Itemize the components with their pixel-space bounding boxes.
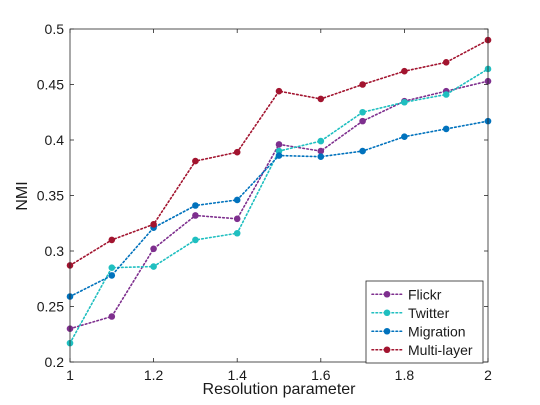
series-1 xyxy=(66,65,492,347)
data-point-2-7 xyxy=(359,147,366,155)
data-point-2-4 xyxy=(233,196,241,204)
data-point-3-1 xyxy=(108,236,116,244)
data-point-0-7 xyxy=(359,117,366,125)
data-point-1-2 xyxy=(150,263,157,270)
data-point-2-5 xyxy=(275,152,283,159)
data-point-1-4 xyxy=(233,229,241,237)
x-axis-label: Resolution parameter xyxy=(203,381,357,398)
legend-label-2: Migration xyxy=(408,323,466,339)
x-tick-label-0: 1 xyxy=(66,367,74,383)
legend-marker-1 xyxy=(383,309,391,317)
data-point-1-7 xyxy=(359,108,366,116)
data-point-3-3 xyxy=(192,157,199,165)
data-point-0-1 xyxy=(108,313,116,320)
x-tick-label-2: 1.4 xyxy=(227,367,247,383)
data-point-1-3 xyxy=(192,236,199,244)
x-tick-label-1: 1.2 xyxy=(144,367,164,383)
data-point-1-9 xyxy=(442,91,450,98)
data-point-3-7 xyxy=(359,81,366,88)
data-point-2-8 xyxy=(401,133,408,140)
data-point-2-1 xyxy=(108,272,116,279)
data-point-3-2 xyxy=(150,221,157,228)
series-3 xyxy=(66,36,492,269)
series-layer xyxy=(66,36,492,347)
data-point-1-1 xyxy=(108,264,116,271)
legend: Flickr Twitter Migration Multi-layer xyxy=(365,280,484,364)
y-tick-label-3: 0.35 xyxy=(37,188,64,204)
y-tick-label-4: 0.4 xyxy=(45,132,65,148)
data-point-3-4 xyxy=(233,148,241,156)
y-tick-label-1: 0.25 xyxy=(37,299,64,315)
data-point-0-5 xyxy=(275,141,283,148)
legend-marker-2 xyxy=(383,327,391,335)
y-axis-label: NMI xyxy=(14,181,31,210)
data-point-0-3 xyxy=(192,212,199,219)
x-tick-label-5: 2 xyxy=(484,367,492,383)
legend-marker-0 xyxy=(383,290,391,298)
data-point-2-3 xyxy=(192,202,199,209)
data-point-1-6 xyxy=(317,137,325,145)
x-tick-label-3: 1.6 xyxy=(311,367,331,383)
data-point-0-4 xyxy=(233,215,241,223)
axis-layer: 1 1.2 1.4 1.6 1.8 2 0.2 0.25 0.3 0.35 0.4 0.45 0.5 xyxy=(37,21,492,383)
y-tick-label-5: 0.45 xyxy=(37,77,64,93)
x-tick-label-4: 1.8 xyxy=(395,367,415,383)
data-point-2-9 xyxy=(442,125,450,133)
y-tick-label-2: 0.3 xyxy=(45,243,65,259)
y-tick-label-0: 0.2 xyxy=(45,354,65,370)
legend-label-3: Multi-layer xyxy=(408,342,473,358)
data-point-0-2 xyxy=(150,245,157,253)
data-point-1-8 xyxy=(401,98,408,106)
data-point-3-5 xyxy=(275,87,283,95)
data-point-0-6 xyxy=(317,147,325,155)
data-point-3-8 xyxy=(401,67,408,75)
legend-label-0: Flickr xyxy=(408,286,442,302)
data-point-2-6 xyxy=(317,153,325,160)
data-point-3-9 xyxy=(442,59,450,66)
data-point-3-6 xyxy=(317,95,325,103)
y-tick-label-6: 0.5 xyxy=(45,21,65,37)
legend-marker-3 xyxy=(383,346,391,354)
legend-label-1: Twitter xyxy=(408,305,450,321)
